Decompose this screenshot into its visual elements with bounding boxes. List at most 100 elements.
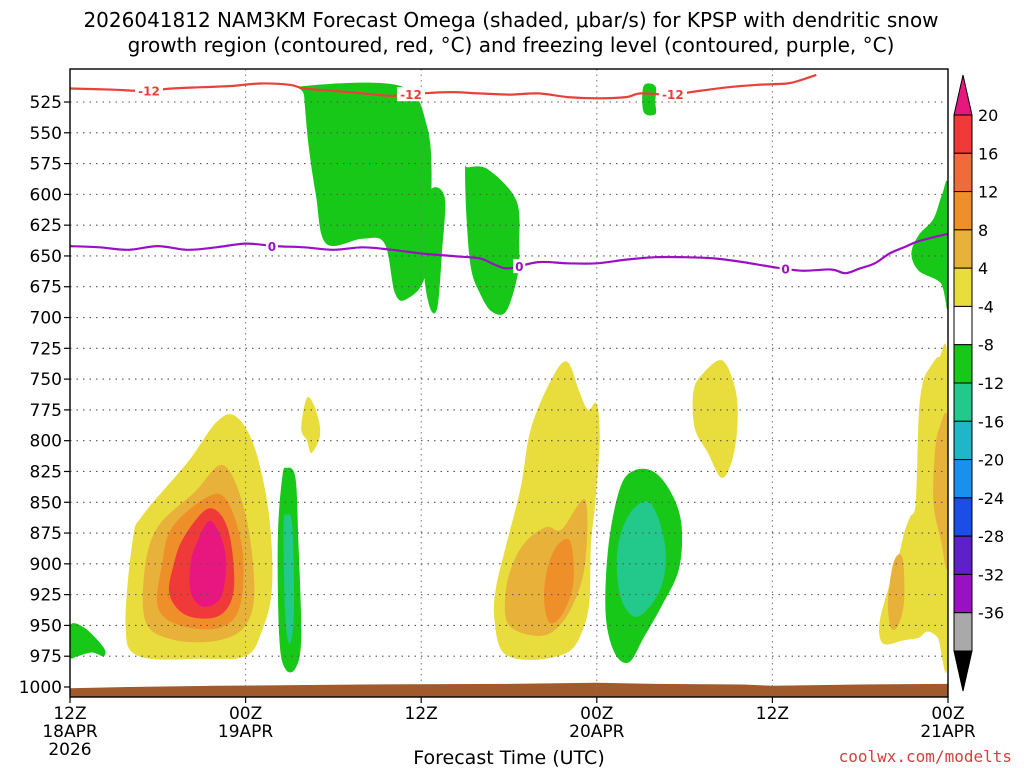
colorbar-swatch-6 [953,305,973,346]
plot-area: -12 -12 -12 0 0 0 [69,68,949,698]
y-tick-label-975: 975 [30,647,62,667]
gridlines [70,69,948,697]
terrain-layer [70,682,948,697]
colorbar-label-1: 16 [978,144,998,163]
y-tick-label-550: 550 [30,124,62,144]
x-tick-label-0-1: 18APR [42,722,98,742]
colorbar-swatch-2 [953,152,973,193]
colorbar-label-9: -20 [978,451,1004,470]
omega-region-upper-ascent-a [296,82,432,301]
y-tick-label-525: 525 [30,93,62,113]
omega-region-low-ascent-left [70,623,106,659]
colorbar-swatch-1 [953,114,973,154]
y-tick-label-700: 700 [30,309,62,329]
contour-label-bg-freezing-level-0C-2 [779,261,792,276]
colorbar-label-6: -8 [978,336,994,355]
x-tick-label-60-0: 00Z [931,704,964,724]
x-tick-label-36-1: 20APR [569,722,625,742]
contour-label-freezing-level-0C-1: 0 [515,260,523,274]
x-tick-label-0-2: 2026 [48,740,91,760]
contour-label-dendritic-12C-2: -12 [662,88,684,102]
omega-region-descent-e-8 [887,554,905,631]
colorbar: 20 16 12 8 4 -4 -8 -12 -16 -20 -24 -28 -32 -36 [953,74,1004,692]
x-tick-label-48-0: 12Z [756,704,789,724]
contour-line-dendritic-12C [70,73,817,100]
colorbar-swatch-5 [953,267,973,307]
colorbar-swatch-10 [953,459,973,499]
contour-label-freezing-level-0C-2: 0 [781,263,789,277]
colorbar-label-10: -24 [978,489,1004,508]
omega-region-upper-ascent-d [642,83,657,116]
contour-label-bg-freezing-level-0C-1 [513,259,526,274]
omega-region-descent-b [301,396,321,454]
x-axis-label: Forecast Time (UTC) [413,747,604,768]
colorbar-swatch-7 [953,344,973,384]
omega-region-upper-ascent-e [911,180,948,310]
contour-line-freezing-level-0C [70,232,948,275]
omega-region-descent-e-8b [933,412,948,570]
colorbar-swatch-4 [953,229,973,269]
y-tick-label-675: 675 [30,278,62,298]
contour-label-bg-freezing-level-0C-0 [265,238,278,253]
x-tick-label-36-0: 00Z [580,704,613,724]
y-tick-label-875: 875 [30,524,62,544]
colorbar-label-4: 4 [978,259,988,278]
omega-region-upper-ascent-b [424,187,446,314]
contour-label-freezing-level-0C-0: 0 [268,240,276,254]
omega-region-low-ascent-right-core [616,501,666,617]
colorbar-label-0: 20 [978,106,998,125]
colorbar-swatch-11 [953,497,973,537]
contour-label-bg-dendritic-12C-1 [396,87,425,102]
contour-label-dendritic-12C-1: -12 [400,88,422,102]
x-tick-label-24-0: 12Z [405,704,438,724]
x-tick-label-12-0: 00Z [229,704,262,724]
colorbar-label-12: -32 [978,565,1004,584]
contour-label-dendritic-12C-0: -12 [138,84,160,98]
y-tick-label-625: 625 [30,216,62,236]
y-tick-label-600: 600 [30,185,62,205]
chart-title-line2: growth region (contoured, red, °C) and f… [128,33,895,57]
y-tick-label-900: 900 [30,555,62,575]
omega-region-descent-d [692,360,738,478]
y-tick-label-925: 925 [30,586,62,606]
colorbar-label-2: 12 [978,183,998,202]
omega-region-upper-ascent-c [465,165,520,315]
y-tick-label-750: 750 [30,370,62,390]
colorbar-label-5: -4 [978,297,994,316]
omega-region-low-ascent-mid-core [283,514,295,644]
colorbar-swatch-9 [953,420,973,461]
colorbar-swatch-12 [953,535,973,575]
colorbar-swatch-13 [953,573,973,614]
plot-frame [69,68,949,698]
y-tick-label-725: 725 [30,339,62,359]
y-tick-label-1000: 1000 [19,678,62,698]
omega-shading [70,82,948,673]
y-tick-label-950: 950 [30,616,62,636]
colorbar-label-3: 8 [978,221,988,240]
y-tick-label-850: 850 [30,493,62,513]
colorbar-swatch-8 [953,382,973,422]
colorbar-arrow-bottom [953,650,973,692]
temperature-contours: -12 -12 -12 0 0 0 [70,73,948,277]
omega-region-descent-c-12 [543,538,574,624]
x-tick-label-12-1: 19APR [218,722,274,742]
colorbar-swatch-14 [953,612,973,652]
chart-title-line1: 2026041812 NAM3KM Forecast Omega (shaded… [83,8,938,32]
y-tick-label-775: 775 [30,401,62,421]
terrain-fill [70,682,948,697]
x-tick-label-60-1: 21APR [920,722,976,742]
colorbar-swatch-3 [953,191,973,231]
colorbar-label-8: -16 [978,412,1004,431]
y-axis: 525 550 575 600 625 650 675 700 725 750 775 800 825 8… [19,93,70,698]
colorbar-label-13: -36 [978,604,1004,623]
colorbar-label-7: -12 [978,374,1004,393]
credit-text: coolwx.com/modelts [839,747,1012,766]
contour-label-bg-dendritic-12C-2 [658,87,687,102]
colorbar-label-11: -28 [978,527,1004,546]
contour-label-bg-dendritic-12C-0 [135,83,164,98]
y-tick-label-650: 650 [30,247,62,267]
y-tick-label-575: 575 [30,155,62,175]
x-tick-label-0-0: 12Z [53,704,86,724]
